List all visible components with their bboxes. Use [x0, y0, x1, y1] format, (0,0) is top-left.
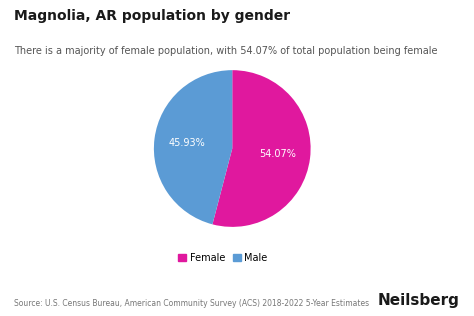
Text: There is a majority of female population, with 54.07% of total population being : There is a majority of female population… [14, 46, 438, 56]
Wedge shape [212, 70, 310, 227]
Text: Neilsberg: Neilsberg [378, 293, 460, 308]
Text: Magnolia, AR population by gender: Magnolia, AR population by gender [14, 9, 291, 23]
Text: 45.93%: 45.93% [169, 138, 206, 148]
Text: 54.07%: 54.07% [259, 149, 296, 159]
Wedge shape [154, 70, 232, 224]
Legend: Female, Male: Female, Male [174, 249, 272, 267]
Text: Source: U.S. Census Bureau, American Community Survey (ACS) 2018-2022 5-Year Est: Source: U.S. Census Bureau, American Com… [14, 299, 369, 308]
